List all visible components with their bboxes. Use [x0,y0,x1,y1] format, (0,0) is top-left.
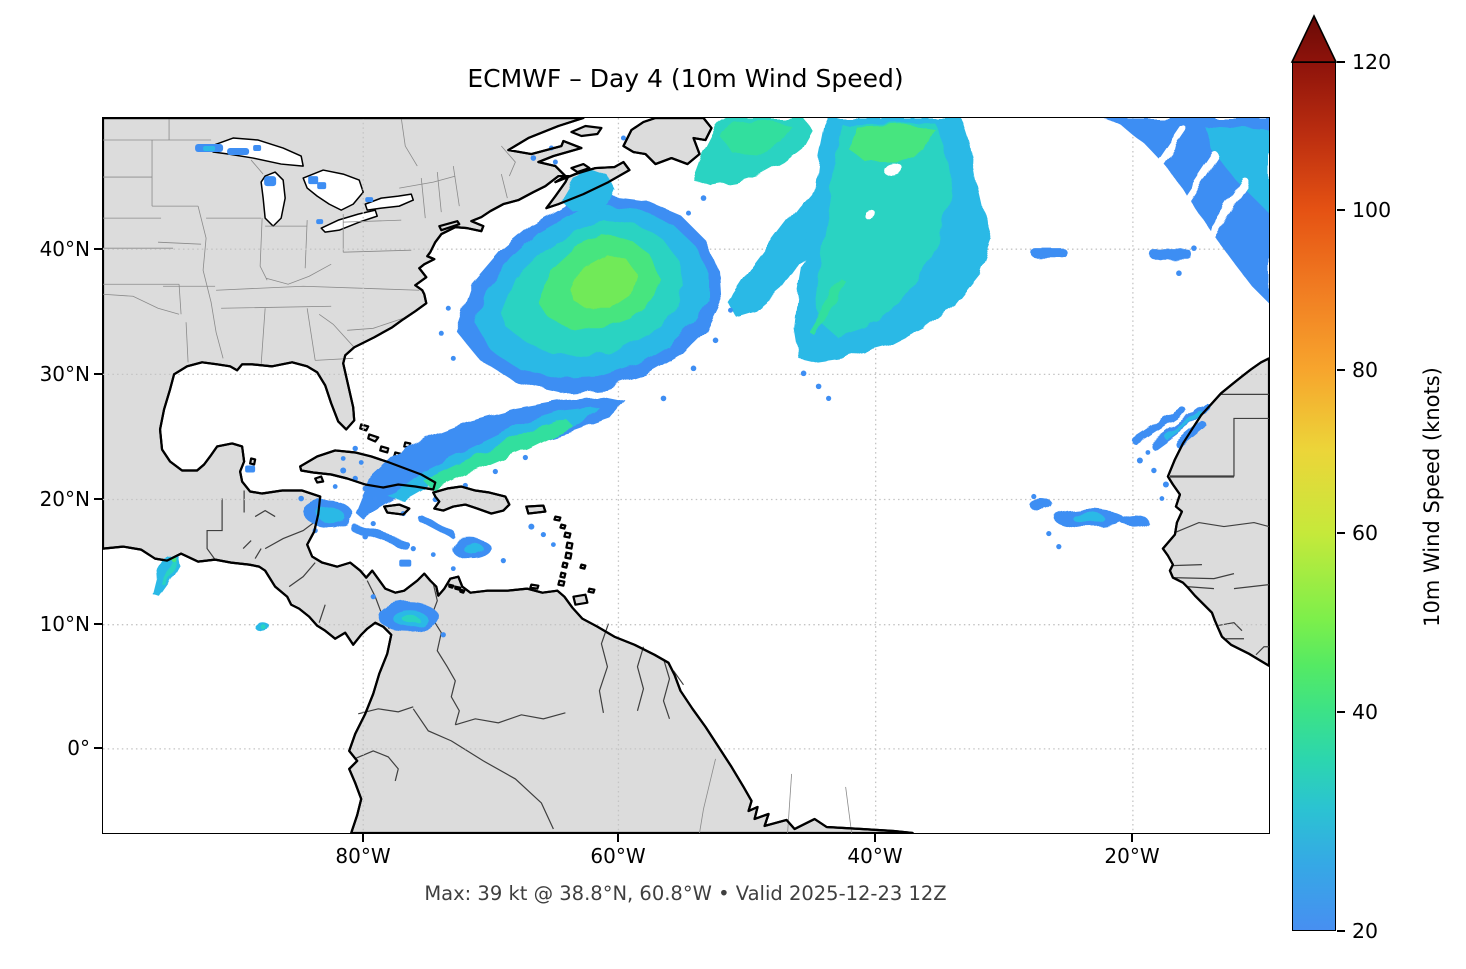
colorbar-tick-80 [1337,369,1345,371]
island-trinidad [572,593,589,606]
lake-ontario [364,193,415,211]
colorbar-tick-label-80: 80 [1352,358,1379,382]
wind-main-storm-max-core [571,253,638,309]
gulf-of-mexico-speck [245,465,256,473]
land-africa [1161,357,1269,667]
island-pei [570,162,591,174]
colorbar-tick-100 [1337,209,1345,211]
colorbar-tick-label-20: 20 [1352,919,1379,943]
wind-sw-band-teal [423,418,574,491]
central-america-borders [206,490,326,623]
island-long-island [438,220,461,232]
colorbar-tick-120 [1337,61,1345,63]
island-anticosti [570,124,603,138]
map-svg [103,118,1269,833]
y-tick-label-40n: 40°N [39,237,90,261]
coastline-overlay [103,118,1269,833]
colorbar-tick-label-100: 100 [1352,198,1392,222]
colorbar-bar [1292,62,1336,931]
y-tick-10n [94,623,102,625]
wind-cayman-streak [349,522,410,549]
wind-20n-cluster-core [1072,513,1105,524]
wind-gap-2 [863,209,876,220]
colorbar-label: 10m Wind Speed (knots) [1420,367,1444,627]
lake-superior [210,137,304,167]
country-borders [206,393,1269,830]
wind-south-cuba-cyan [318,508,345,523]
colorbar-tick-label-60: 60 [1352,521,1379,545]
colorbar-tick-label-120: 120 [1352,50,1392,74]
storm-edge-specks [438,305,734,402]
x-tick-60w [617,834,619,842]
y-tick-40n [94,248,102,250]
figure-caption: Max: 39 kt @ 38.8°N, 60.8°W • Valid 2025… [424,882,947,905]
wind-windward-streak [417,515,457,540]
wind-canary-core [1163,410,1202,439]
islands-lesser-antilles [553,515,596,594]
x-tick-80w [362,834,364,842]
island-newfoundland [622,118,713,166]
bahamas-specks [332,445,378,501]
papagayo-teal-dot [260,624,266,630]
wind-20n-cluster-c [1119,514,1148,527]
y-tick-0 [94,747,102,749]
x-tick-40w [874,834,876,842]
wind-colombia-jet-teal [403,615,420,624]
x-tick-label-40w: 40°W [847,844,903,868]
x-tick-label-60w: 60°W [590,844,646,868]
island-isla-juventud [314,475,325,484]
wind-speckles [171,135,1197,638]
figure-title: ECMWF – Day 4 (10m Wind Speed) [467,64,904,93]
y-tick-label-10n: 10°N [39,612,90,636]
state-borders [103,118,853,833]
colorbar-tick-label-40: 40 [1352,700,1379,724]
great-lakes-specks [195,144,374,225]
wind-fields [153,118,1269,632]
south-america-borders [353,580,684,830]
y-tick-label-30n: 30°N [39,362,90,386]
island-cozumel [249,457,257,466]
wind-20n-cluster-a [1029,499,1054,512]
y-tick-label-0: 0° [67,736,90,760]
wind-north-central-green-streak [809,278,847,335]
y-tick-30n [94,373,102,375]
wind-north-central-teal [815,122,952,339]
wind-connector-band [728,183,834,317]
colorbar-tick-40 [1337,711,1345,713]
east-atlantic-specks [1031,450,1169,550]
y-tick-label-20n: 20°N [39,487,90,511]
x-tick-label-80w: 80°W [335,844,391,868]
islands-abc-margarita [448,583,540,594]
wind-40n-streak-west [1030,248,1067,258]
x-tick-label-20w: 20°W [1104,844,1160,868]
map-plot [102,117,1270,834]
wind-corner-cyan [1203,126,1269,214]
wind-corner-slashes [1146,126,1250,240]
wind-gap-1 [883,163,904,178]
y-tick-20n [94,498,102,500]
wind-tehuantepec-teal [161,559,177,586]
wind-40n-streak-east [1148,249,1191,259]
wind-south-hispaniola-cyan [463,543,484,554]
colorbar-tick-20 [1337,930,1345,932]
wind-north-central-green [847,124,934,163]
colorbar-tick-60 [1337,532,1345,534]
wind-newfoundland-finger-green [721,120,792,155]
x-tick-20w [1131,834,1133,842]
lake-erie [320,209,378,233]
africa-borders [1171,393,1269,656]
caribbean-specks [298,495,556,638]
colorbar-arrow [1290,14,1338,63]
